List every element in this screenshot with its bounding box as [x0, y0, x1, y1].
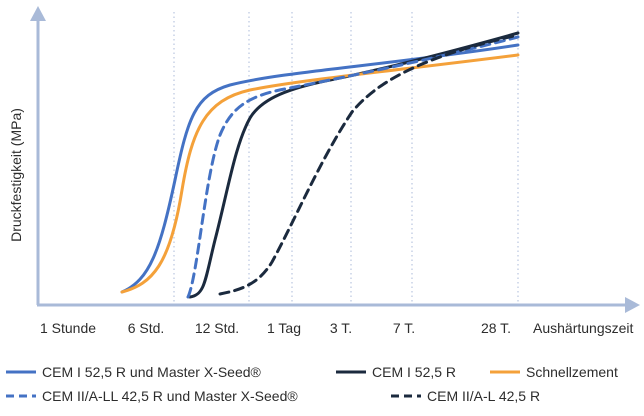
y-axis-arrow — [30, 6, 46, 21]
series-line — [120, 53, 520, 294]
series-line — [120, 43, 520, 294]
grid-lines — [173, 12, 519, 303]
x-tick-labels: 1 Stunde 6 Std. 12 Std. 1 Tag 3 T. 7 T. 28 T. — [40, 320, 511, 336]
y-axis-label: Druckfestigkeit (MPa) — [8, 108, 24, 242]
x-tick-label: 1 Tag — [267, 320, 301, 336]
legend: CEM I 52,5 R und Master X-Seed® CEM I 52,… — [6, 364, 618, 404]
x-tick-label: 28 T. — [481, 320, 511, 336]
x-tick-label: 3 T. — [330, 320, 352, 336]
legend-label: CEM I 52,5 R — [372, 364, 456, 380]
x-tick-label: 7 T. — [393, 320, 415, 336]
x-tick-label: 6 Std. — [128, 320, 165, 336]
legend-label: CEM I 52,5 R und Master X-Seed® — [42, 364, 262, 380]
x-tick-label: 12 Std. — [195, 320, 239, 336]
series-line — [218, 33, 520, 296]
x-tick-label: 1 Stunde — [40, 320, 96, 336]
series-line — [188, 31, 520, 299]
x-axis-label: Aushärtungszeit — [533, 320, 634, 336]
legend-label: CEM II/A-L 42,5 R — [427, 388, 540, 404]
series-line — [186, 35, 520, 299]
series-lines — [120, 31, 520, 299]
x-axis-arrow — [625, 297, 640, 313]
legend-label: Schnellzement — [526, 364, 618, 380]
legend-label: CEM II/A-LL 42,5 R und Master X-Seed® — [42, 388, 298, 404]
